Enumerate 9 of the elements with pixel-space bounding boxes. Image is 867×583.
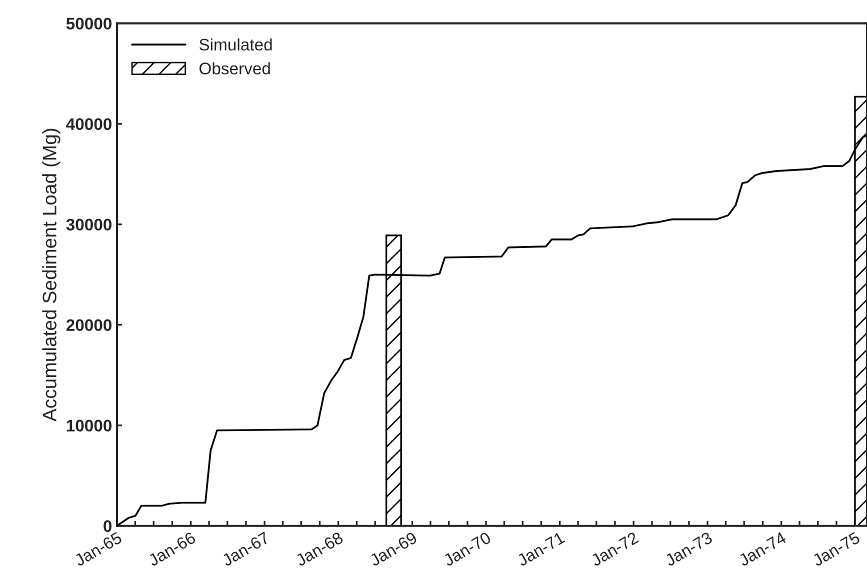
y-tick-label: 0 (104, 520, 112, 532)
y-tick-label: 50000 (66, 18, 112, 30)
y-axis-title: Accumulated Sediment Load (Mg) (42, 128, 60, 422)
y-tick-label: 10000 (66, 420, 112, 432)
y-tick-label: 40000 (66, 118, 112, 130)
legend-label: Observed (200, 62, 270, 74)
y-tick-label: 20000 (66, 319, 112, 332)
legend-label: Simulated (199, 38, 272, 51)
y-tick-label: 30000 (66, 218, 112, 231)
